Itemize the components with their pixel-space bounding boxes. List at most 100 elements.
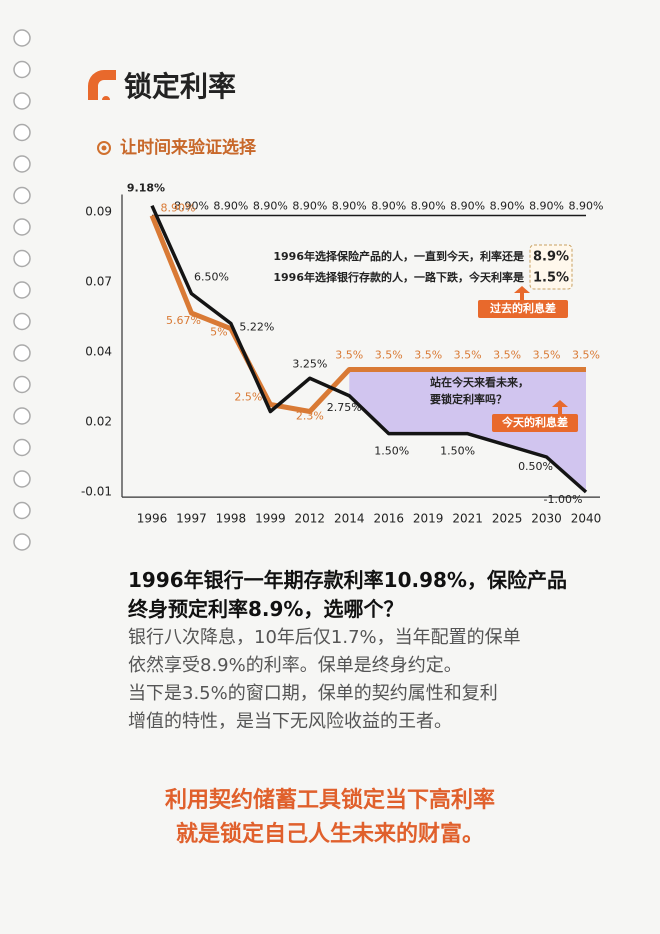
ring <box>13 92 31 110</box>
value-label: 2.3% <box>296 410 324 423</box>
value-label: 8.90% <box>253 200 288 213</box>
closing-line: 就是锁定自己人生未来的财富。 <box>175 822 484 847</box>
x-tick-label: 2040 <box>571 512 602 526</box>
x-tick-label: 1996 <box>137 512 168 526</box>
value-label: 5.67% <box>166 314 201 327</box>
x-tick-label: 2025 <box>492 512 523 526</box>
x-tick-label: 2012 <box>295 512 326 526</box>
value-label: 2.75% <box>327 401 362 414</box>
paragraph-line: 当下是3.5%的窗口期，保单的契约属性和复利 <box>128 683 498 704</box>
paragraph-line: 银行八次降息，10年后仅1.7%，当年配置的保单 <box>128 627 521 648</box>
annotation: 1.5% <box>533 271 569 286</box>
value-label: 3.5% <box>533 349 561 362</box>
series-line <box>149 214 586 414</box>
value-label: 0.50% <box>518 460 553 473</box>
ring <box>13 249 31 268</box>
value-label: 8.90% <box>411 200 446 213</box>
value-label: 8.90% <box>371 200 406 213</box>
value-label: 3.5% <box>375 349 403 362</box>
value-label: 3.5% <box>493 349 521 362</box>
paragraph-line: 依然享受8.9%的利率。保单是终身约定。 <box>128 655 462 676</box>
ring <box>13 438 31 457</box>
page-title: 锁定利率 <box>124 70 236 103</box>
ring <box>13 155 31 173</box>
ring <box>13 29 31 47</box>
value-label: 3.5% <box>454 349 482 362</box>
annotation: 要锁定利率吗？ <box>430 392 507 406</box>
value-label: 6.50% <box>194 271 229 284</box>
ring <box>13 60 31 79</box>
value-label: 5% <box>210 326 227 339</box>
value-label: 8.90% <box>332 200 367 213</box>
y-tick-label: 0.09 <box>85 205 112 219</box>
value-label: 8.90% <box>292 200 327 213</box>
subtitle: 让时间来验证选择 <box>120 137 257 158</box>
value-label: 5.22% <box>239 321 274 334</box>
annotation: 1996年选择银行存款的人，一路下跌，今天利率是 <box>273 270 525 284</box>
closing: 利用契约储蓄工具锁定当下高利率 就是锁定自己人生未来的财富。 <box>0 784 660 852</box>
ring <box>13 375 31 394</box>
ring <box>13 312 31 331</box>
ring <box>13 533 31 551</box>
value-label: 2.5% <box>234 391 262 404</box>
annotation: 站在今天来看未来， <box>430 375 529 389</box>
spread-area <box>349 369 586 492</box>
callout-box <box>529 244 573 290</box>
value-label: 9.18% <box>127 182 165 195</box>
value-label: 8.90% <box>450 200 485 213</box>
x-tick-label: 1998 <box>216 512 247 526</box>
notebook-rings <box>13 29 31 551</box>
x-tick-label: 2030 <box>531 512 562 526</box>
annotation: 过去的利息差 <box>490 301 556 315</box>
tag-box <box>492 414 578 432</box>
value-label: 8.90% <box>569 200 604 213</box>
ring <box>13 407 31 425</box>
subtitle-icon-dot <box>101 145 107 151</box>
annotation: 1996年选择保险产品的人，一直到今天，利率还是 <box>273 249 525 263</box>
ring <box>13 470 31 488</box>
x-tick-label: 2014 <box>334 512 365 526</box>
tag-box <box>478 300 568 318</box>
value-label: -1.00% <box>544 493 583 506</box>
y-tick-label: 0.07 <box>85 275 112 289</box>
value-label: 8.90% <box>490 200 525 213</box>
value-label: 3.5% <box>414 349 442 362</box>
value-label: 8.90% <box>529 200 564 213</box>
series-line <box>150 204 588 494</box>
annotation: 今天的利息差 <box>501 415 568 429</box>
value-label: 8.90% <box>213 200 248 213</box>
closing-line: 利用契约储蓄工具锁定当下高利率 <box>164 788 495 813</box>
value-label: 1.50% <box>374 445 409 458</box>
subtitle-icon <box>97 141 111 155</box>
chart-area: 锁定利率 让时间来验证选择 0.09 0.07 0.04 0.02 -0.01 1996 1… <box>13 29 604 551</box>
value-label: 3.5% <box>572 349 600 362</box>
ring <box>13 501 31 520</box>
plot: 0.09 0.07 0.04 0.02 -0.01 1996 1997 1998 1999 201… <box>81 182 604 526</box>
y-tick-label: 0.02 <box>85 415 112 429</box>
y-tick-label: 0.04 <box>85 345 112 359</box>
value-label: 3.5% <box>335 349 363 362</box>
annotation: 8.9% <box>533 250 569 265</box>
arrow <box>552 400 568 414</box>
heading-line: 1996年银行一年期存款利率10.98%，保险产品 <box>128 568 567 592</box>
ring <box>13 218 31 236</box>
value-label: 8.90% <box>174 200 209 213</box>
x-tick-label: 2019 <box>413 512 444 526</box>
ring <box>13 186 31 205</box>
value-label: 1.50% <box>440 445 475 458</box>
arrow <box>514 286 530 300</box>
x-tick-label: 1997 <box>176 512 207 526</box>
ring <box>13 281 31 299</box>
x-tick-label: 1999 <box>255 512 286 526</box>
title-icon <box>88 70 116 100</box>
x-tick-label: 2016 <box>373 512 404 526</box>
x-tick-label: 2021 <box>452 512 483 526</box>
value-label: 3.25% <box>292 357 327 370</box>
body-text: 1996年银行一年期存款利率10.98%，保险产品 终身预定利率8.9%，选哪个？… <box>128 566 608 736</box>
ring <box>13 344 31 362</box>
y-tick-label: -0.01 <box>81 485 112 499</box>
heading-line: 终身预定利率8.9%，选哪个？ <box>128 597 404 621</box>
ring <box>13 123 31 142</box>
paragraph-line: 增值的特性，是当下无风险收益的王者。 <box>128 711 452 732</box>
